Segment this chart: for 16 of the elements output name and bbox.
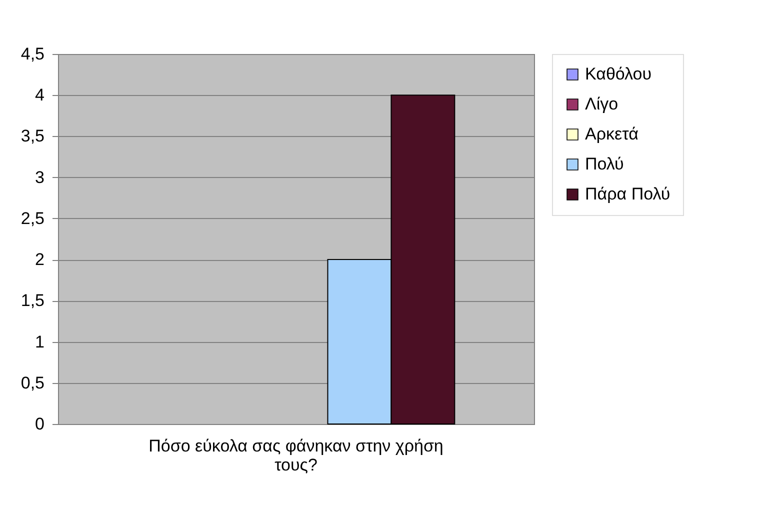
y-tick-label: 2: [35, 250, 44, 270]
y-tick-label: 1,5: [20, 291, 44, 310]
legend-label: Αρκετά: [585, 124, 639, 144]
y-tick-label: 2,5: [20, 208, 44, 228]
y-tick-label: 0,5: [20, 373, 44, 392]
y-tick-label: 4: [35, 86, 44, 105]
legend-label: Λίγο: [585, 94, 618, 114]
legend-label: Πολύ: [585, 154, 624, 174]
y-tick-label: 0: [35, 414, 44, 434]
legend-label: Πάρα Πολύ: [585, 184, 670, 204]
y-tick-label: 3,5: [20, 126, 44, 146]
legend-label: Καθόλου: [585, 64, 652, 84]
y-tick-label: 3: [35, 168, 44, 187]
x-tick-label: Πόσο εύκολα σας φάνηκαν στην χρήση τους?: [148, 436, 444, 474]
y-tick-label: 1: [35, 332, 44, 352]
y-tick-label: 4,5: [20, 44, 44, 64]
